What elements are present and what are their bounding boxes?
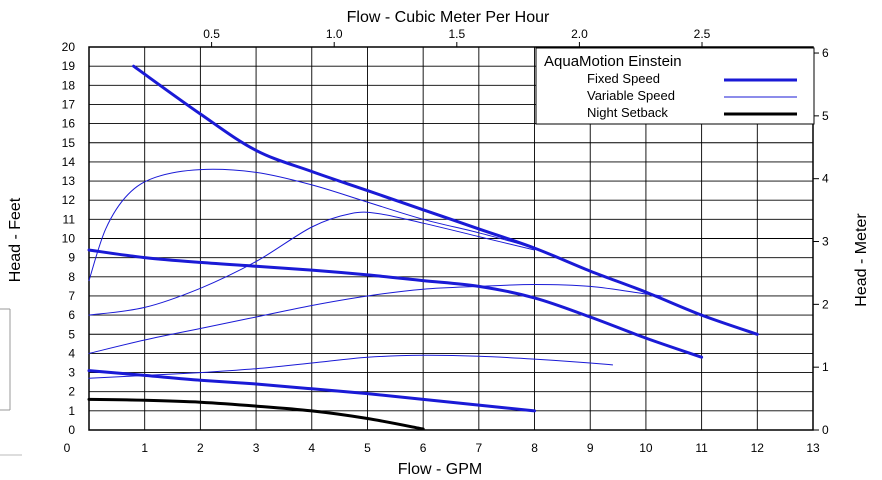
- legend-label-variable-speed: Variable Speed: [587, 88, 675, 103]
- y-tick-label: 19: [62, 59, 76, 73]
- secondary-y-axis-title: Head - Meter: [853, 213, 870, 307]
- x-tick-label: 4: [308, 441, 315, 455]
- chart-series: [87, 64, 759, 431]
- y-tick-label: 15: [62, 136, 76, 150]
- y-tick-label: 16: [62, 117, 76, 131]
- y-tick-label: 3: [68, 366, 75, 380]
- chart-title: Flow - Cubic Meter Per Hour: [347, 9, 550, 26]
- x-tick-label: 13: [806, 441, 820, 455]
- x2-tick-label: 0.5: [203, 27, 220, 41]
- page-edge-artifacts: [0, 308, 22, 456]
- y2-tick-label: 4: [822, 172, 829, 186]
- y-tick-label: 11: [63, 212, 76, 226]
- variable-curve-6: [88, 354, 613, 379]
- y-tick-label: 14: [62, 155, 76, 169]
- x-tick-label: 11: [695, 441, 708, 455]
- y-tick-label: 2: [68, 385, 75, 399]
- variable-curve-4: [88, 211, 535, 316]
- x-tick-label: 2: [197, 441, 204, 455]
- x-tick-label: 9: [587, 441, 594, 455]
- x-tick-label: 7: [476, 441, 483, 455]
- y-tick-label: 17: [62, 97, 76, 111]
- x2-tick-label: 2.5: [694, 27, 711, 41]
- y-tick-label: 6: [68, 308, 75, 322]
- x-tick-label: 6: [420, 441, 427, 455]
- chart-legend: AquaMotion Einstein Fixed Speed Variable…: [535, 47, 815, 125]
- y-tick-label: 1: [68, 404, 75, 418]
- y2-tick-label: 5: [822, 109, 829, 123]
- x-tick-label: 8: [531, 441, 538, 455]
- y-tick-label: 0: [68, 423, 75, 437]
- night-curve-7: [87, 397, 425, 431]
- x2-tick-label: 1.0: [326, 27, 343, 41]
- x-tick-label: 5: [364, 441, 371, 455]
- y2-tick-label: 2: [822, 297, 829, 311]
- y2-tick-label: 1: [822, 360, 829, 374]
- y-tick-label: 4: [68, 346, 75, 360]
- chart-gridlines: [88, 46, 814, 431]
- variable-curve-5: [88, 284, 664, 354]
- x-tick-label: 12: [751, 441, 765, 455]
- fixed-curve-1: [87, 248, 704, 359]
- x-axis-title: Flow - GPM: [398, 461, 482, 478]
- y-tick-label: 10: [62, 232, 76, 246]
- legend-label-fixed-speed: Fixed Speed: [587, 71, 660, 86]
- x-tick-label: 10: [639, 441, 653, 455]
- plot-frame: [88, 46, 814, 431]
- y-tick-label: 20: [62, 40, 76, 54]
- y-tick-label: 12: [62, 193, 76, 207]
- x2-tick-label: 2.0: [571, 27, 588, 41]
- fixed-curve-2: [87, 369, 536, 413]
- legend-label-night-setback: Night Setback: [587, 105, 668, 120]
- y-tick-label: 18: [62, 78, 76, 92]
- variable-curve-3: [88, 168, 535, 282]
- y2-tick-label: 3: [822, 235, 829, 249]
- y2-tick-label: 6: [822, 46, 829, 60]
- x-tick-label: 3: [253, 441, 260, 455]
- y-tick-label: 5: [68, 327, 75, 341]
- x-tick-label: 0: [64, 441, 71, 455]
- y-axis-title: Head - Feet: [7, 197, 24, 282]
- x-tick-label: 1: [141, 441, 148, 455]
- y-tick-label: 13: [62, 174, 76, 188]
- legend-title: AquaMotion Einstein: [544, 53, 682, 70]
- x2-tick-label: 1.5: [448, 27, 465, 41]
- y-tick-label: 9: [68, 251, 75, 265]
- y-tick-label: 7: [68, 289, 75, 303]
- legend-box: [535, 47, 815, 125]
- fixed-curve-0: [132, 64, 759, 336]
- y-tick-label: 8: [68, 270, 75, 284]
- y2-tick-label: 0: [822, 423, 829, 437]
